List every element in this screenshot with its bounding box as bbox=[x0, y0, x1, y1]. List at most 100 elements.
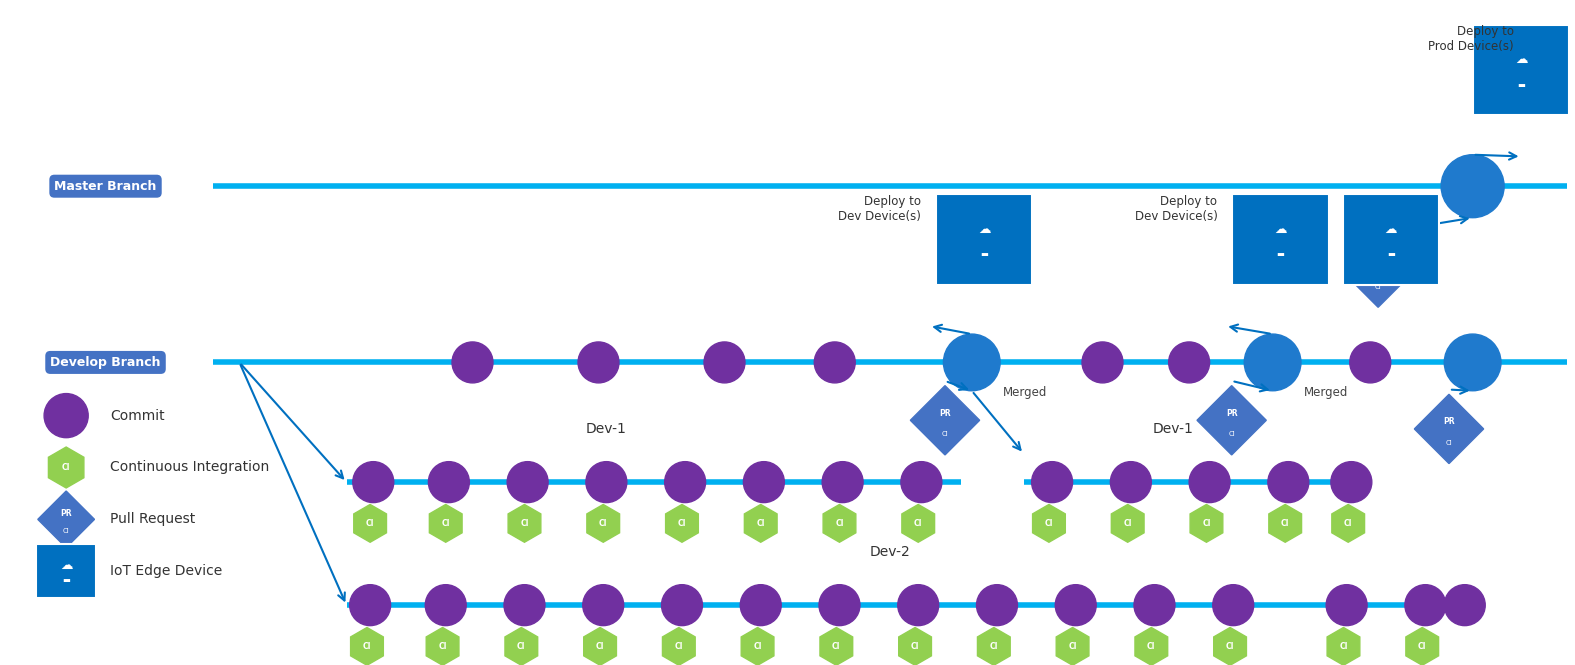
Ellipse shape bbox=[586, 462, 627, 503]
Ellipse shape bbox=[665, 462, 706, 503]
Ellipse shape bbox=[1082, 342, 1123, 383]
Ellipse shape bbox=[1326, 585, 1367, 626]
FancyBboxPatch shape bbox=[936, 194, 1033, 285]
Text: CI: CI bbox=[520, 519, 529, 528]
Ellipse shape bbox=[1189, 462, 1230, 503]
Text: CI: CI bbox=[1068, 642, 1077, 651]
Ellipse shape bbox=[1213, 585, 1254, 626]
Text: ☁: ☁ bbox=[1384, 223, 1397, 235]
Text: CI: CI bbox=[832, 642, 841, 651]
Text: CI: CI bbox=[61, 463, 71, 472]
Polygon shape bbox=[824, 505, 855, 542]
Ellipse shape bbox=[898, 585, 939, 626]
Ellipse shape bbox=[1055, 585, 1096, 626]
FancyBboxPatch shape bbox=[36, 544, 96, 598]
Ellipse shape bbox=[1444, 585, 1485, 626]
Text: CI: CI bbox=[1446, 440, 1452, 446]
Text: PR: PR bbox=[60, 509, 72, 518]
Polygon shape bbox=[742, 628, 773, 665]
Text: CI: CI bbox=[1418, 642, 1427, 651]
Polygon shape bbox=[899, 628, 931, 665]
Polygon shape bbox=[1197, 386, 1266, 455]
Text: CI: CI bbox=[674, 642, 684, 651]
Ellipse shape bbox=[819, 585, 860, 626]
Text: ☁: ☁ bbox=[1274, 223, 1287, 235]
Ellipse shape bbox=[1268, 462, 1309, 503]
Text: CI: CI bbox=[598, 519, 608, 528]
Text: CI: CI bbox=[913, 519, 923, 528]
Polygon shape bbox=[1269, 505, 1301, 542]
Text: Pull Request: Pull Request bbox=[110, 512, 195, 527]
Text: ☁: ☁ bbox=[978, 223, 991, 235]
Text: Merged: Merged bbox=[1304, 386, 1348, 399]
FancyBboxPatch shape bbox=[1342, 194, 1440, 285]
Ellipse shape bbox=[44, 394, 88, 438]
Text: CI: CI bbox=[989, 642, 999, 651]
Text: CI: CI bbox=[517, 642, 526, 651]
Text: CI: CI bbox=[1147, 642, 1156, 651]
Text: CI: CI bbox=[1280, 519, 1290, 528]
Text: CI: CI bbox=[942, 431, 948, 437]
Polygon shape bbox=[745, 505, 776, 542]
Text: ▬: ▬ bbox=[1277, 251, 1285, 259]
Text: ▬: ▬ bbox=[61, 576, 69, 585]
Text: Develop Branch: Develop Branch bbox=[50, 356, 161, 369]
Polygon shape bbox=[584, 628, 616, 665]
Ellipse shape bbox=[1134, 585, 1175, 626]
Ellipse shape bbox=[1441, 155, 1504, 217]
Text: CI: CI bbox=[63, 528, 69, 534]
Text: CI: CI bbox=[438, 642, 447, 651]
Ellipse shape bbox=[943, 334, 1000, 391]
Ellipse shape bbox=[976, 585, 1017, 626]
FancyBboxPatch shape bbox=[1233, 194, 1329, 285]
Text: ▬: ▬ bbox=[1518, 81, 1525, 90]
Polygon shape bbox=[1214, 628, 1246, 665]
Text: IoT Edge Device: IoT Edge Device bbox=[110, 564, 222, 579]
Polygon shape bbox=[1136, 628, 1167, 665]
Ellipse shape bbox=[350, 585, 391, 626]
Polygon shape bbox=[1343, 238, 1413, 307]
Ellipse shape bbox=[743, 462, 784, 503]
Text: CI: CI bbox=[1225, 642, 1235, 651]
Text: PR: PR bbox=[939, 409, 951, 418]
Text: Deploy to
Prod Device(s): Deploy to Prod Device(s) bbox=[1429, 25, 1514, 53]
Text: CI: CI bbox=[1375, 283, 1381, 289]
Polygon shape bbox=[1033, 505, 1065, 542]
Text: ☁: ☁ bbox=[60, 559, 72, 572]
Text: Dev-1: Dev-1 bbox=[586, 422, 627, 436]
Text: CI: CI bbox=[1343, 519, 1353, 528]
Text: Master Branch: Master Branch bbox=[54, 180, 158, 193]
Ellipse shape bbox=[704, 342, 745, 383]
Polygon shape bbox=[38, 491, 94, 548]
Polygon shape bbox=[666, 505, 698, 542]
Polygon shape bbox=[509, 505, 540, 542]
Polygon shape bbox=[910, 386, 980, 455]
Ellipse shape bbox=[814, 342, 855, 383]
Ellipse shape bbox=[1331, 462, 1372, 503]
FancyBboxPatch shape bbox=[1473, 25, 1569, 115]
Text: CI: CI bbox=[1123, 519, 1132, 528]
Text: Continuous Integration: Continuous Integration bbox=[110, 460, 269, 475]
Ellipse shape bbox=[578, 342, 619, 383]
Text: Deploy to
Dev Device(s): Deploy to Dev Device(s) bbox=[838, 195, 921, 223]
Text: CI: CI bbox=[1228, 431, 1235, 437]
Polygon shape bbox=[1112, 505, 1143, 542]
Text: CI: CI bbox=[365, 519, 375, 528]
Text: Merged: Merged bbox=[1003, 386, 1047, 399]
Text: CI: CI bbox=[1044, 519, 1054, 528]
Ellipse shape bbox=[428, 462, 469, 503]
Text: CI: CI bbox=[756, 519, 765, 528]
Polygon shape bbox=[49, 447, 83, 488]
Text: ▬: ▬ bbox=[980, 251, 989, 259]
Polygon shape bbox=[1328, 628, 1359, 665]
Text: ☁: ☁ bbox=[1515, 53, 1528, 66]
Polygon shape bbox=[663, 628, 695, 665]
Ellipse shape bbox=[1244, 334, 1301, 391]
Ellipse shape bbox=[662, 585, 702, 626]
Polygon shape bbox=[821, 628, 852, 665]
Text: Dev-2: Dev-2 bbox=[869, 545, 910, 559]
Text: Deploy to
Dev Device(s): Deploy to Dev Device(s) bbox=[1134, 195, 1217, 223]
Ellipse shape bbox=[425, 585, 466, 626]
Text: CI: CI bbox=[1202, 519, 1211, 528]
Polygon shape bbox=[430, 505, 461, 542]
